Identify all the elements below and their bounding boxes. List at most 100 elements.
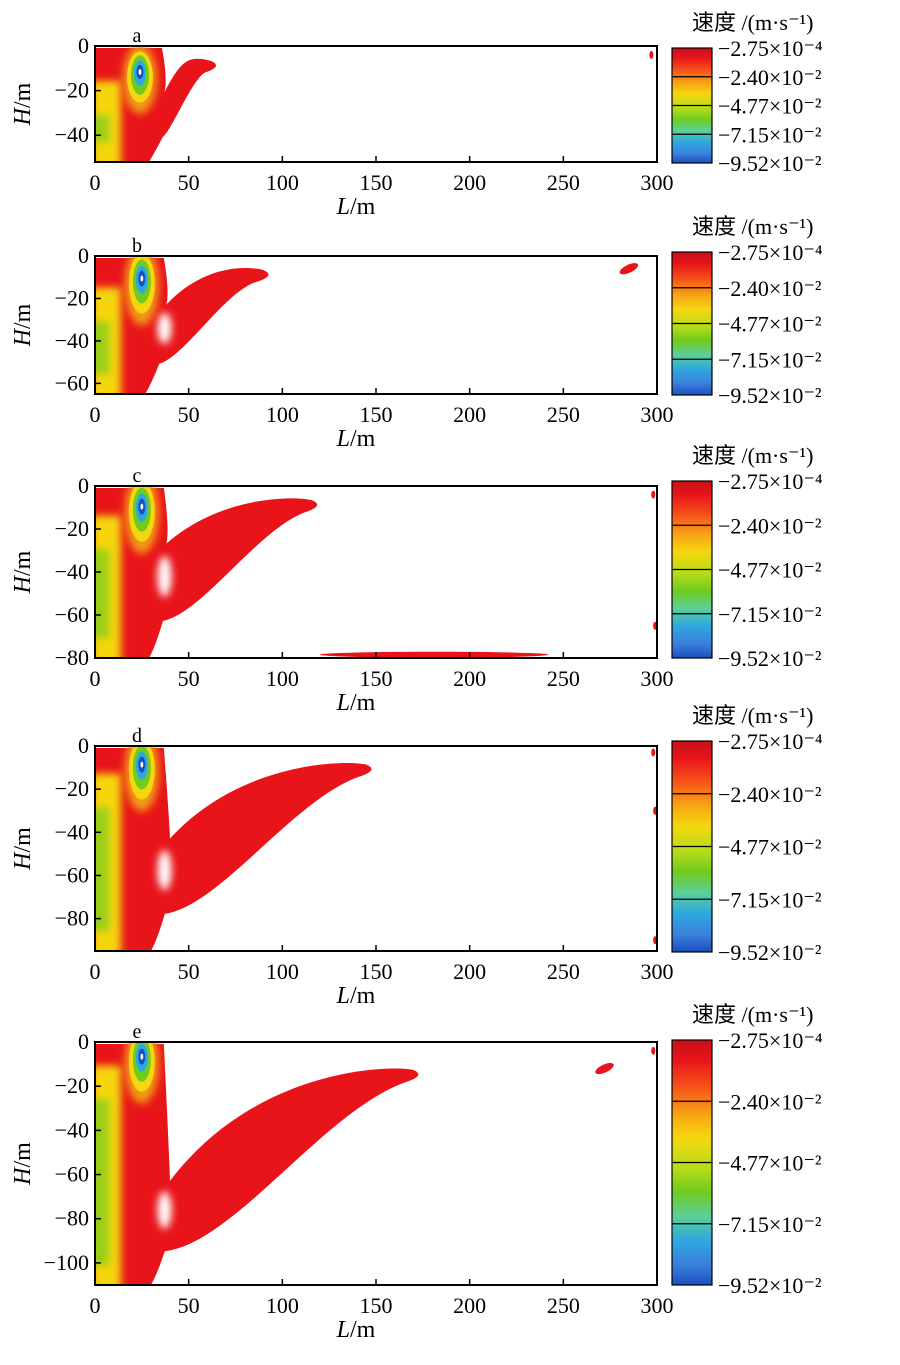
x-tick-label: 150 — [360, 666, 393, 691]
x-tick-label: 300 — [641, 1293, 674, 1318]
x-tick-label: 200 — [453, 1293, 486, 1318]
colorbar-level-label: −4.77×10⁻² — [718, 835, 822, 860]
plume-gap — [157, 312, 172, 344]
colorbar-level-label: −2.75×10⁻⁴ — [718, 469, 823, 494]
y-tick-label: −60 — [55, 1162, 89, 1187]
colorbar-level-label: −9.52×10⁻² — [718, 1273, 822, 1298]
panel-letter: e — [133, 1021, 142, 1043]
colorbar-level-label: −9.52×10⁻² — [718, 646, 822, 671]
y-tick-label: −60 — [55, 370, 89, 395]
colorbar-level-label: −2.75×10⁻⁴ — [718, 729, 823, 754]
x-tick-label: 100 — [266, 170, 299, 195]
y-tick-label: −40 — [55, 1117, 89, 1142]
y-tick-label: −60 — [55, 862, 89, 887]
x-tick-label: 250 — [547, 666, 580, 691]
x-tick-label: 0 — [90, 170, 101, 195]
x-axis-label: L/m — [336, 1317, 376, 1343]
x-tick-label: 300 — [641, 170, 674, 195]
y-axis-label: H/m — [10, 827, 36, 871]
x-tick-label: 200 — [453, 170, 486, 195]
colorbar-level-label: −7.15×10⁻² — [718, 1212, 822, 1237]
panel-a: 0 50 100 150 200 250 300 0 −20 −40 a L/m H/m −2.75×10… — [10, 10, 823, 220]
colorbar-level-label: −2.40×10⁻² — [718, 276, 822, 301]
x-tick-label: 300 — [641, 959, 674, 984]
colorbar: −2.75×10⁻⁴ −2.40×10⁻² −4.77×10⁻² −7.15×10⁻²… — [671, 1002, 823, 1298]
x-tick-label: 0 — [90, 666, 101, 691]
colorbar-level-label: −7.15×10⁻² — [718, 122, 822, 147]
well-core — [140, 503, 144, 510]
colorbar-title: 速度 /(m·s⁻¹) — [692, 1002, 813, 1027]
colorbar-level-label: −4.77×10⁻² — [718, 312, 822, 337]
x-tick-label: 100 — [266, 666, 299, 691]
colorbar-level-label: −2.40×10⁻² — [718, 1089, 822, 1114]
colorbar: −2.75×10⁻⁴ −2.40×10⁻² −4.77×10⁻² −7.15×10⁻²… — [671, 10, 823, 176]
colorbar-level-label: −7.15×10⁻² — [718, 602, 822, 627]
colorbar-level-label: −9.52×10⁻² — [718, 151, 822, 176]
bottom-patch — [319, 651, 549, 658]
colorbar-level-label: −2.75×10⁻⁴ — [718, 1028, 823, 1053]
colorbar: −2.75×10⁻⁴ −2.40×10⁻² −4.77×10⁻² −7.15×10⁻²… — [671, 214, 823, 408]
x-tick-label: 150 — [360, 170, 393, 195]
colorbar: −2.75×10⁻⁴ −2.40×10⁻² −4.77×10⁻² −7.15×10⁻²… — [671, 703, 823, 965]
panel-letter: d — [132, 725, 142, 747]
colorbar-level-label: −2.40×10⁻² — [718, 65, 822, 90]
velocity-field — [95, 486, 657, 658]
y-tick-label: −20 — [55, 78, 89, 103]
column-green — [95, 1099, 109, 1265]
x-tick-label: 250 — [547, 959, 580, 984]
velocity-field — [95, 256, 657, 394]
well-core — [138, 69, 142, 75]
x-tick-label: 150 — [360, 402, 393, 427]
y-axis-label: H/m — [10, 303, 36, 347]
y-tick-label: −20 — [55, 1073, 89, 1098]
colorbar-level-label: −2.75×10⁻⁴ — [718, 240, 823, 265]
plume-gap — [157, 850, 172, 891]
x-tick-label: 0 — [90, 402, 101, 427]
x-tick-label: 200 — [453, 666, 486, 691]
x-axis-label: L/m — [336, 194, 376, 220]
right-patch — [595, 1062, 614, 1075]
colorbar: −2.75×10⁻⁴ −2.40×10⁻² −4.77×10⁻² −7.15×10⁻²… — [671, 443, 823, 671]
y-tick-label: −40 — [55, 122, 89, 147]
colorbar-level-label: −2.75×10⁻⁴ — [718, 36, 823, 61]
y-tick-label: 0 — [78, 473, 89, 498]
x-tick-label: 150 — [360, 959, 393, 984]
colorbar-level-label: −9.52×10⁻² — [718, 940, 822, 965]
x-tick-label: 150 — [360, 1293, 393, 1318]
x-tick-label: 0 — [90, 1293, 101, 1318]
velocity-field — [95, 1042, 657, 1285]
right-patch — [651, 748, 656, 757]
x-tick-label: 50 — [178, 959, 200, 984]
y-tick-label: −20 — [55, 776, 89, 801]
colorbar-level-label: −2.40×10⁻² — [718, 782, 822, 807]
y-tick-label: −40 — [55, 819, 89, 844]
y-tick-label: −20 — [55, 285, 89, 310]
colorbar-level-label: −4.77×10⁻² — [718, 558, 822, 583]
x-axis-label: L/m — [336, 983, 376, 1009]
y-tick-label: −100 — [44, 1250, 89, 1275]
x-tick-label: 50 — [178, 402, 200, 427]
x-tick-label: 50 — [178, 666, 200, 691]
x-tick-label: 300 — [641, 402, 674, 427]
x-tick-label: 300 — [641, 666, 674, 691]
well-core — [140, 761, 144, 768]
column-green — [95, 321, 109, 374]
colorbar-title: 速度 /(m·s⁻¹) — [692, 10, 813, 35]
panel-c: 0 50 100 150 200 250 300 0 −20 −40 −60 −80 c L/m H/m −2… — [10, 443, 823, 716]
colorbar-level-label: −7.15×10⁻² — [718, 347, 822, 372]
right-patch — [619, 263, 639, 275]
right-patch — [651, 490, 656, 499]
x-axis-label: L/m — [336, 690, 376, 716]
x-tick-label: 250 — [547, 1293, 580, 1318]
panel-letter: b — [132, 235, 142, 257]
plume-red — [95, 1044, 419, 1285]
y-axis-label: H/m — [10, 1142, 36, 1186]
column-green — [95, 549, 109, 638]
y-tick-label: −60 — [55, 602, 89, 627]
panel-letter: a — [133, 25, 142, 47]
column-green — [95, 807, 109, 931]
panel-letter: c — [133, 465, 142, 487]
x-tick-label: 250 — [547, 402, 580, 427]
y-tick-label: 0 — [78, 243, 89, 268]
